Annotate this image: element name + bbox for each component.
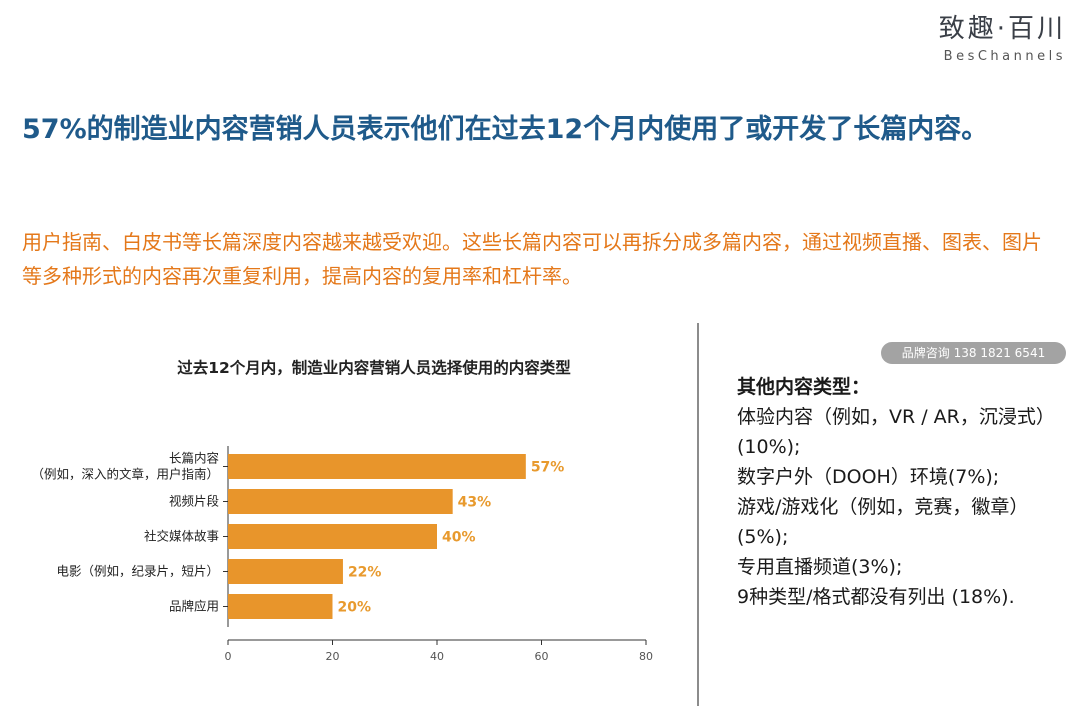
x-tick-label: 20 bbox=[326, 650, 340, 663]
other-item: 数字户外（DOOH）环境(7%); bbox=[737, 466, 1000, 488]
x-tick-label: 40 bbox=[430, 650, 444, 663]
brand-logo: 致趣·百川 BesChannels bbox=[939, 8, 1066, 64]
bar-1 bbox=[228, 489, 453, 514]
page-headline: 57%的制造业内容营销人员表示他们在过去12个月内使用了或开发了长篇内容。 bbox=[22, 114, 989, 145]
bar-4 bbox=[228, 594, 333, 619]
other-item: 游戏/游戏化（例如，竞赛，徽章）(5%); bbox=[737, 496, 1029, 548]
category-label: （例如，深入的文章，用户指南） bbox=[31, 467, 219, 482]
other-item: 9种类型/格式都没有列出 (18%). bbox=[737, 586, 1015, 608]
category-label: 电影（例如，纪录片，短片） bbox=[56, 564, 219, 579]
x-tick-label: 0 bbox=[225, 650, 232, 663]
page-subtitle: 用户指南、白皮书等长篇深度内容越来越受欢迎。这些长篇内容可以再拆分成多篇内容，通… bbox=[22, 230, 1042, 288]
category-label: 视频片段 bbox=[169, 494, 219, 509]
other-types-title: 其他内容类型： bbox=[737, 376, 871, 398]
bar-2 bbox=[228, 524, 437, 549]
bar-0 bbox=[228, 454, 526, 479]
data-label: 20% bbox=[338, 600, 372, 616]
logo-english: BesChannels bbox=[943, 49, 1066, 64]
logo-chinese: 致趣·百川 bbox=[938, 14, 1066, 44]
bar-3 bbox=[228, 559, 343, 584]
chart-title: 过去12个月内，制造业内容营销人员选择使用的内容类型 bbox=[177, 359, 571, 377]
category-label: 社交媒体故事 bbox=[144, 529, 219, 544]
data-label: 43% bbox=[458, 495, 492, 511]
vertical-divider bbox=[697, 323, 699, 706]
x-tick-label: 60 bbox=[535, 650, 549, 663]
data-label: 22% bbox=[348, 565, 382, 581]
data-label: 57% bbox=[531, 460, 565, 476]
watermark-badge: 品牌咨询 138 1821 6541 bbox=[881, 342, 1066, 364]
x-tick-label: 80 bbox=[639, 650, 653, 663]
other-item: 专用直播频道(3%); bbox=[737, 556, 903, 578]
other-content-types: 其他内容类型： 体验内容（例如，VR / AR，沉浸式）(10%); 数字户外（… bbox=[737, 372, 1057, 612]
category-label: 长篇内容 bbox=[169, 451, 219, 466]
bar-chart: 0 20 40 60 80 57% 长篇内容（例如，深入的文章，用户指南） 43% 视频片段 40… bbox=[31, 446, 653, 663]
category-label: 品牌应用 bbox=[169, 599, 219, 614]
data-label: 40% bbox=[442, 530, 476, 546]
other-item: 体验内容（例如，VR / AR，沉浸式）(10%); bbox=[737, 406, 1055, 458]
